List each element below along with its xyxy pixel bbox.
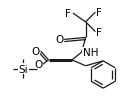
Text: NH: NH [83, 48, 98, 58]
Text: Si: Si [18, 64, 28, 74]
Text: O: O [35, 59, 43, 69]
Text: F: F [96, 8, 102, 18]
Text: O: O [55, 35, 63, 45]
Text: O: O [32, 47, 40, 57]
Text: F: F [65, 9, 71, 19]
Text: F: F [96, 27, 102, 37]
